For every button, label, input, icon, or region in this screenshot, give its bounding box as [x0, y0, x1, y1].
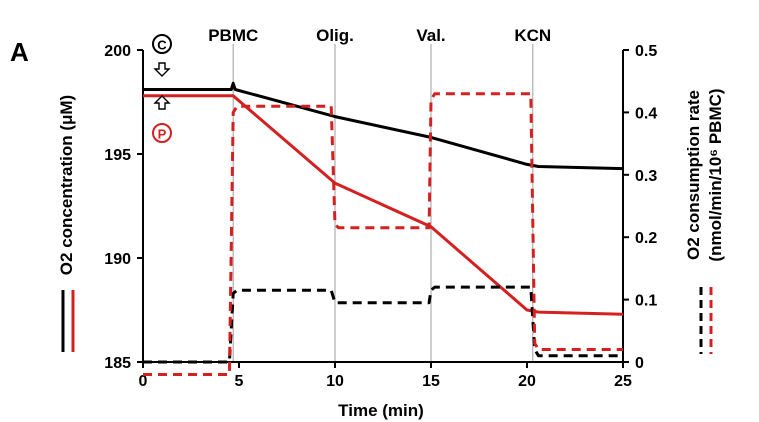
x-tick-label: 10 — [326, 373, 344, 390]
event-label: Val. — [416, 26, 445, 45]
up-arrow-icon — [153, 95, 171, 110]
patient-marker: P — [152, 95, 172, 143]
control-concentration-line — [143, 81, 624, 171]
control-marker: C — [152, 34, 172, 77]
x-tick-label: 25 — [614, 373, 632, 390]
x-tick-label: 0 — [139, 373, 148, 390]
right-y-tick-label: 0.3 — [635, 168, 657, 185]
patient-circle — [152, 123, 172, 143]
right-axis-title-line2: (nmol/min/10⁶ PBMC) — [706, 88, 725, 261]
control-consumption-line — [143, 285, 623, 364]
event-lines — [232, 44, 534, 362]
event-label: KCN — [514, 26, 551, 45]
x-axis-title: Time (min) — [338, 401, 424, 420]
left-legend-swatch — [61, 290, 75, 352]
right-y-tick-label: 0.4 — [635, 105, 657, 122]
left-axis-title: O2 concentration (μM) — [57, 95, 76, 275]
ticks: 0 5 10 15 20 25 185 190 195 200 0 0.1 0.2 0.3 0.4 0.5 — [104, 43, 657, 390]
down-arrow-icon — [153, 62, 171, 77]
right-axis-title-line1: O2 consumption rate — [684, 90, 703, 260]
left-y-tick-label: 185 — [104, 355, 131, 372]
right-legend-swatch — [699, 287, 713, 354]
right-y-tick-label: 0.5 — [635, 43, 657, 60]
control-circle — [152, 34, 172, 54]
x-tick-label: 15 — [422, 373, 440, 390]
x-tick-label: 5 — [235, 373, 244, 390]
event-label: PBMC — [208, 26, 258, 45]
right-y-tick-label: 0.2 — [635, 230, 657, 247]
right-y-tick-label: 0.1 — [635, 293, 657, 310]
left-y-tick-label: 200 — [104, 43, 131, 60]
series-layer — [143, 81, 624, 376]
patient-concentration-line — [143, 94, 624, 316]
event-label: Olig. — [316, 26, 354, 45]
control-symbol: C — [157, 38, 167, 53]
patient-symbol: P — [158, 127, 167, 142]
panel-label: A — [10, 37, 29, 67]
left-y-tick-label: 190 — [104, 251, 131, 268]
left-y-tick-label: 195 — [104, 147, 131, 164]
x-tick-label: 20 — [518, 373, 536, 390]
event-labels: PBMC Olig. Val. KCN — [208, 26, 551, 45]
patient-consumption-line — [143, 92, 623, 376]
right-y-tick-label: 0 — [635, 355, 644, 372]
